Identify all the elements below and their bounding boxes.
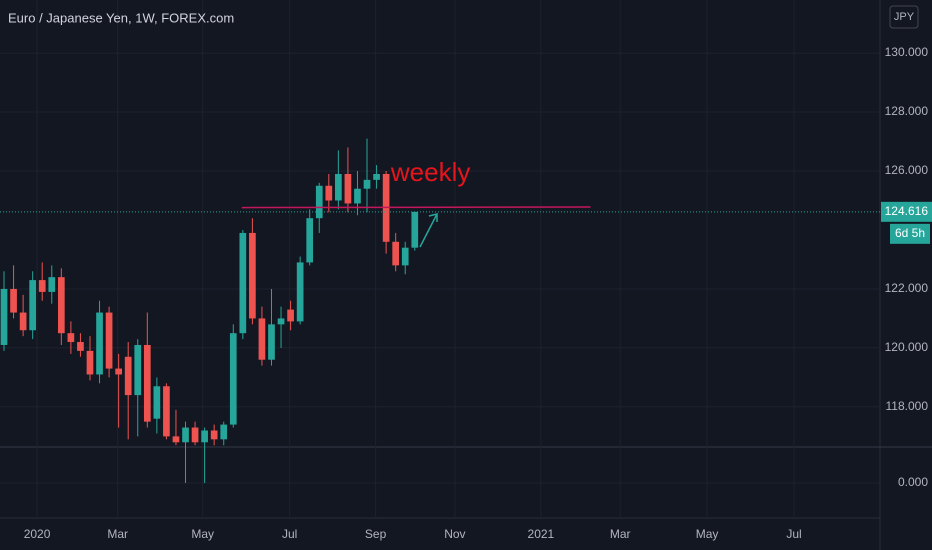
- x-tick-label: Jul: [786, 527, 801, 541]
- y-tick-label: 0.000: [898, 475, 928, 489]
- candle-body: [306, 218, 314, 263]
- grid: [0, 0, 880, 518]
- last-price-box: [881, 201, 932, 222]
- candle-body: [10, 288, 17, 313]
- candle-body: [411, 211, 419, 248]
- x-tick-label: Jul: [282, 527, 297, 541]
- x-tick-label: May: [191, 527, 214, 541]
- candle-body: [277, 318, 285, 325]
- candle-body: [143, 344, 151, 422]
- trend-line: [241, 206, 591, 209]
- candle-body: [134, 344, 142, 396]
- candle-body: [153, 386, 161, 419]
- y-tick-label: 126.000: [885, 163, 929, 177]
- candle-body: [163, 386, 170, 437]
- candle-body: [354, 188, 361, 204]
- candle-body: [115, 368, 122, 375]
- candle-body: [401, 247, 409, 266]
- candle-body: [29, 280, 37, 331]
- candle-body: [325, 185, 333, 201]
- y-tick-label: 118.000: [886, 399, 929, 413]
- candle-body: [105, 312, 113, 369]
- y-tick-label: 120.000: [885, 340, 929, 354]
- y-tick-label: 122.000: [885, 281, 929, 295]
- candle-body: [229, 333, 237, 425]
- x-tick-label: May: [696, 527, 719, 541]
- candle-body: [48, 277, 56, 292]
- x-tick-label: Mar: [107, 527, 128, 541]
- y-tick-label: 130.000: [885, 45, 929, 59]
- candle-body: [124, 356, 132, 396]
- candle-body: [363, 179, 371, 189]
- candle-body: [220, 424, 228, 440]
- annotation: weekly: [390, 157, 470, 187]
- candle-body: [287, 309, 294, 322]
- currency-box[interactable]: [889, 5, 919, 29]
- x-tick-label: 2021: [528, 527, 555, 541]
- candle-body: [249, 232, 256, 319]
- candle-body: [335, 173, 342, 201]
- candle-body: [392, 241, 400, 266]
- candle-body: [77, 342, 84, 351]
- candle-body: [344, 173, 352, 204]
- x-tick-label: Nov: [444, 527, 465, 541]
- y-tick-label: 128.000: [885, 104, 929, 118]
- candle-body: [67, 333, 75, 343]
- candle-body: [373, 173, 380, 180]
- candle-body: [182, 427, 189, 443]
- candle-body: [239, 232, 247, 334]
- candle-body: [258, 318, 266, 360]
- candle-body: [19, 312, 27, 331]
- x-tick-label: Sep: [365, 527, 387, 541]
- countdown: 6d 5h: [895, 226, 925, 240]
- candle-body: [268, 324, 275, 360]
- currency[interactable]: JPY: [894, 11, 915, 23]
- arrow: [419, 213, 438, 248]
- marks: [0, 138, 591, 483]
- chart-title: Euro / Japanese Yen, 1W, FOREX.com: [8, 10, 234, 25]
- candle-body: [296, 262, 304, 322]
- candle-body: [315, 185, 323, 219]
- candle-body: [38, 280, 46, 292]
- candle-body: [172, 436, 180, 443]
- last-price-label: 124.616: [885, 204, 929, 218]
- candle-body: [86, 350, 94, 375]
- candle-body: [96, 312, 103, 375]
- candle-body: [201, 430, 208, 443]
- countdown-box: [890, 223, 930, 244]
- x-tick-label: 2020: [24, 527, 51, 541]
- candle-body: [210, 430, 218, 440]
- x-tick-label: Mar: [610, 527, 631, 541]
- candle-body: [57, 277, 65, 334]
- candle-body: [0, 288, 8, 345]
- candle-body: [191, 427, 199, 443]
